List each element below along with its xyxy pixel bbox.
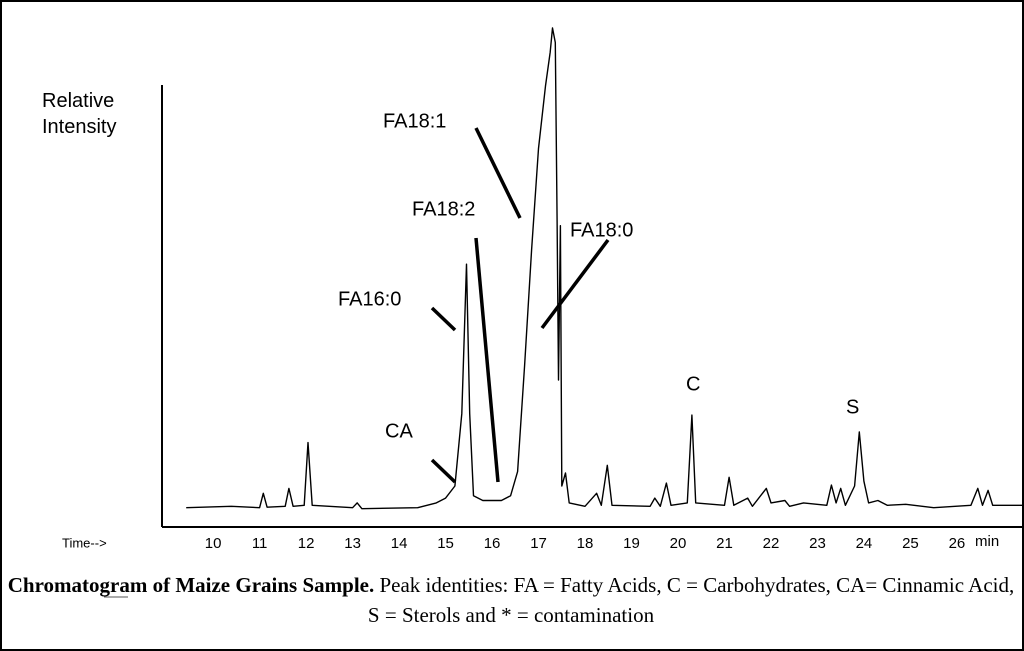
peak-label: FA18:2 bbox=[412, 198, 475, 220]
peak-label: CA bbox=[385, 420, 413, 442]
x-tick-label: 10 bbox=[205, 535, 222, 552]
x-axis-label: Time--> bbox=[62, 535, 107, 550]
x-tick-label: 23 bbox=[809, 535, 826, 552]
y-axis-label: Relative Intensity bbox=[42, 90, 117, 138]
chromatogram-line bbox=[186, 27, 1022, 510]
leader-line bbox=[430, 306, 457, 332]
peak-label: FA18:0 bbox=[570, 219, 633, 241]
peak-label: FA16:0 bbox=[338, 288, 401, 310]
x-tick-label: 22 bbox=[763, 535, 780, 552]
x-tick-label: 16 bbox=[484, 535, 501, 552]
caption: Chromatogram of Maize Grains Sample. Pea… bbox=[6, 570, 1016, 630]
x-tick-label: 25 bbox=[902, 535, 919, 552]
x-tick-label: 14 bbox=[391, 535, 408, 552]
x-tick-label: 17 bbox=[530, 535, 547, 552]
x-tick-label: 24 bbox=[856, 535, 873, 552]
x-tick-label: 18 bbox=[577, 535, 594, 552]
x-axis-unit: min bbox=[975, 533, 999, 550]
peak-label: C bbox=[686, 373, 700, 395]
x-tick-label: 11 bbox=[252, 535, 268, 552]
x-tick-label: 15 bbox=[437, 535, 454, 552]
peak-label: FA18:1 bbox=[383, 110, 446, 132]
x-tick-label: 21 bbox=[716, 535, 733, 552]
caption-title: Chromatogram of Maize Grains Sample. bbox=[7, 573, 375, 597]
x-tick-label: 13 bbox=[344, 535, 361, 552]
x-tick-label: 20 bbox=[670, 535, 687, 552]
x-tick-label: 26 bbox=[949, 535, 966, 552]
leader-line bbox=[540, 238, 610, 330]
caption-text: Peak identities: FA = Fatty Acids, C = C… bbox=[367, 573, 1015, 627]
leader-line bbox=[474, 127, 522, 219]
leader-line bbox=[474, 237, 500, 483]
peak-label: S bbox=[846, 396, 859, 418]
x-tick-label: 12 bbox=[298, 535, 315, 552]
leader-line bbox=[430, 458, 457, 484]
x-tick-label: 19 bbox=[623, 535, 640, 552]
